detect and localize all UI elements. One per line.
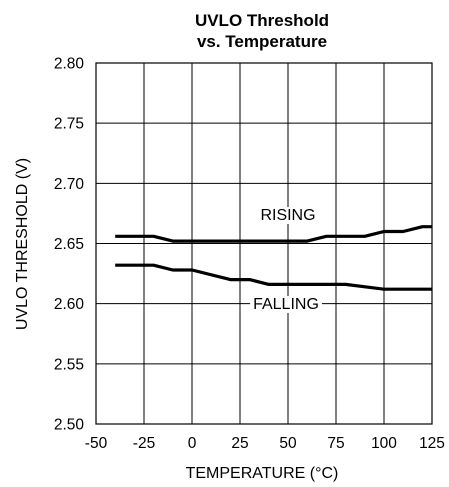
chart-title-line-1: UVLO Threshold [195, 11, 329, 30]
x-tick-label: 75 [327, 435, 344, 452]
series-label-background [257, 207, 319, 224]
tick-labels: -50 -25 0 25 50 75 100 125 2.50 2.55 2.60 2.65 2.70 2… [54, 56, 445, 453]
y-tick-label: 2.60 [54, 296, 85, 313]
y-axis-label: UVLO THRESHOLD (V) [14, 158, 31, 330]
y-tick-label: 2.80 [54, 56, 85, 73]
chart-title-line-2: vs. Temperature [197, 32, 327, 51]
x-tick-label: 25 [231, 435, 248, 452]
series-line-falling [115, 263, 432, 291]
grid [95, 62, 433, 425]
x-axis-label: TEMPERATURE (°C) [186, 465, 339, 482]
series-label-falling: FALLING [253, 296, 319, 313]
series-label-background [250, 296, 322, 313]
plot-frame [95, 62, 433, 425]
x-tick-label: 50 [279, 435, 297, 452]
x-tick-label: 0 [188, 435, 197, 452]
x-tick-label: -25 [133, 435, 155, 452]
x-tick-label: 100 [371, 435, 397, 452]
x-tick-label: -50 [85, 435, 108, 452]
x-tick-label: 125 [419, 435, 445, 452]
y-tick-label: 2.50 [54, 417, 85, 434]
y-tick-label: 2.70 [54, 176, 85, 193]
series-label-rising: RISING [260, 207, 315, 224]
series-group [115, 225, 432, 291]
y-tick-label: 2.75 [54, 116, 84, 133]
series-line-rising [115, 225, 432, 243]
y-tick-label: 2.65 [54, 236, 84, 253]
y-tick-label: 2.55 [54, 356, 84, 373]
